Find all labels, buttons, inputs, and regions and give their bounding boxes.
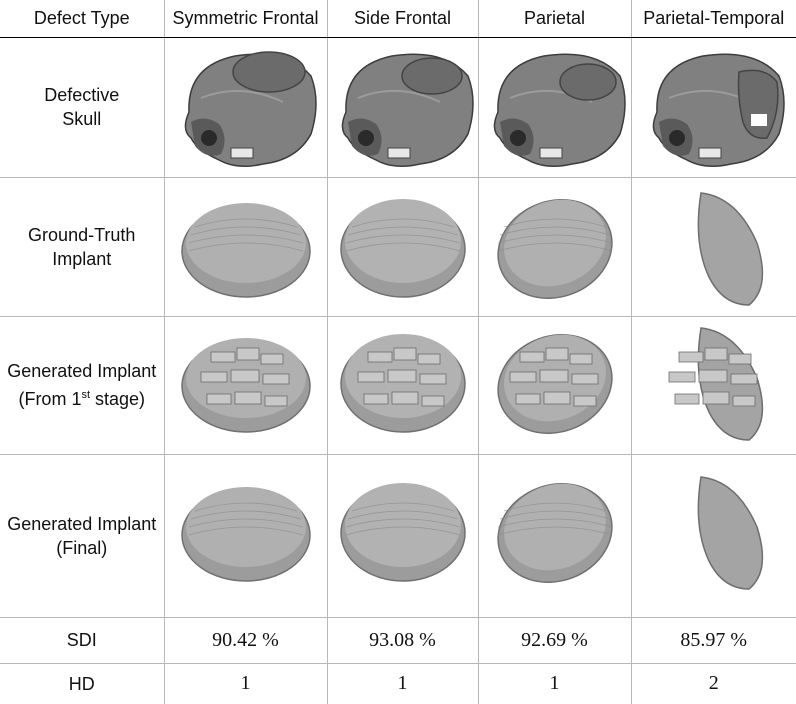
cell-final-side-frontal <box>326 454 478 618</box>
sdi-side-frontal: 93.08 % <box>326 617 478 664</box>
first-stage-label-pre: (From 1 <box>18 389 82 409</box>
first-stage-label-post: stage) <box>90 389 146 409</box>
row-final: Generated Implant (Final) <box>0 454 796 618</box>
row-label-sdi: SDI <box>0 617 164 664</box>
header-side-frontal: Side Frontal <box>326 0 478 38</box>
hd-parietal: 1 <box>477 663 631 704</box>
sdi-parietal-temporal: 85.97 % <box>630 617 796 664</box>
header-symmetric-frontal: Symmetric Frontal <box>163 0 327 38</box>
skull-render-parietal-temporal <box>652 53 785 168</box>
hd-symmetric-frontal: 1 <box>163 663 327 704</box>
row-label-hd: HD <box>68 673 95 694</box>
skull-render-side-frontal <box>340 53 474 168</box>
row-label-defective-skull: Defective Skull <box>0 37 164 178</box>
header-parietal: Parietal <box>477 0 631 38</box>
row-hd: HD 1 1 1 2 <box>0 663 796 704</box>
cell-gt-parietal-temporal <box>630 177 796 317</box>
stage1-implant-parietal <box>482 322 627 448</box>
row-defective-skull: Defective Skull <box>0 37 796 178</box>
row-label-first-stage: Generated Implant (From 1st stage) <box>0 316 164 455</box>
skull-render-parietal <box>492 53 626 168</box>
stage1-implant-parietal-temporal <box>668 327 763 441</box>
skull-render-symmetric-frontal <box>183 51 317 168</box>
stage1-implant-side-frontal <box>339 333 466 433</box>
sdi-parietal: 92.69 % <box>477 617 631 664</box>
row-label-final: Generated Implant (Final) <box>0 454 164 618</box>
header-row: Defect Type Symmetric Frontal Side Front… <box>0 0 796 38</box>
cell-final-parietal-temporal <box>630 454 796 618</box>
final-implant-symmetric-frontal <box>180 485 311 582</box>
gt-implant-parietal <box>482 186 627 307</box>
cell-final-parietal <box>477 454 631 618</box>
row-ground-truth: Ground-Truth Implant <box>0 177 796 317</box>
gt-implant-parietal-temporal <box>697 191 763 306</box>
cell-stage1-parietal-temporal <box>630 316 796 455</box>
header-defect-type: Defect Type <box>0 0 164 38</box>
cell-gt-side-frontal <box>326 177 478 317</box>
cell-skull-parietal <box>477 37 631 178</box>
cell-final-symmetric-frontal <box>163 454 327 618</box>
row-sdi: SDI 90.42 % 93.08 % 92.69 % 85.97 % <box>0 617 796 664</box>
cell-skull-side-frontal <box>326 37 478 178</box>
stage1-implant-symmetric-frontal <box>180 337 311 433</box>
gt-implant-side-frontal <box>339 197 466 298</box>
hd-parietal-temporal: 2 <box>630 663 796 704</box>
cell-stage1-parietal <box>477 316 631 455</box>
final-implant-side-frontal <box>339 481 466 582</box>
row-first-stage: Generated Implant (From 1st stage) <box>0 316 796 455</box>
cell-skull-symmetric-frontal <box>163 37 327 178</box>
row-label-ground-truth: Ground-Truth Implant <box>0 177 164 317</box>
header-parietal-temporal: Parietal-Temporal <box>630 0 796 38</box>
hd-side-frontal: 1 <box>326 663 478 704</box>
final-implant-parietal <box>482 470 627 599</box>
cell-skull-parietal-temporal <box>630 37 796 178</box>
gt-implant-symmetric-frontal <box>180 201 311 298</box>
cell-gt-parietal <box>477 177 631 317</box>
cell-gt-symmetric-frontal <box>163 177 327 317</box>
cell-stage1-symmetric-frontal <box>163 316 327 455</box>
sdi-symmetric-frontal: 90.42 % <box>163 617 327 664</box>
cell-stage1-side-frontal <box>326 316 478 455</box>
first-stage-label-sup: st <box>81 389 91 401</box>
final-implant-parietal-temporal <box>697 475 763 590</box>
